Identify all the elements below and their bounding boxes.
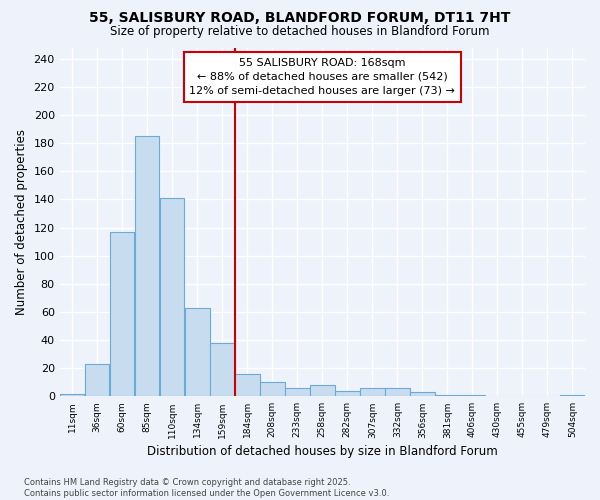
Text: Contains HM Land Registry data © Crown copyright and database right 2025.
Contai: Contains HM Land Registry data © Crown c… bbox=[24, 478, 389, 498]
Y-axis label: Number of detached properties: Number of detached properties bbox=[15, 129, 28, 315]
Bar bbox=[260, 382, 284, 396]
Bar bbox=[435, 395, 460, 396]
Bar bbox=[285, 388, 310, 396]
Bar bbox=[135, 136, 160, 396]
Bar bbox=[560, 395, 585, 396]
Bar bbox=[335, 390, 359, 396]
Text: Size of property relative to detached houses in Blandford Forum: Size of property relative to detached ho… bbox=[110, 25, 490, 38]
Bar bbox=[85, 364, 109, 396]
Text: 55, SALISBURY ROAD, BLANDFORD FORUM, DT11 7HT: 55, SALISBURY ROAD, BLANDFORD FORUM, DT1… bbox=[89, 11, 511, 25]
Bar bbox=[310, 385, 335, 396]
Bar bbox=[110, 232, 134, 396]
Bar bbox=[235, 374, 260, 396]
Bar bbox=[385, 388, 410, 396]
Bar bbox=[60, 394, 85, 396]
Bar bbox=[410, 392, 434, 396]
Text: 55 SALISBURY ROAD: 168sqm
← 88% of detached houses are smaller (542)
12% of semi: 55 SALISBURY ROAD: 168sqm ← 88% of detac… bbox=[190, 58, 455, 96]
Bar bbox=[160, 198, 184, 396]
Bar bbox=[185, 308, 209, 396]
Bar bbox=[210, 343, 235, 396]
Bar bbox=[460, 395, 485, 396]
X-axis label: Distribution of detached houses by size in Blandford Forum: Distribution of detached houses by size … bbox=[147, 444, 498, 458]
Bar bbox=[360, 388, 385, 396]
